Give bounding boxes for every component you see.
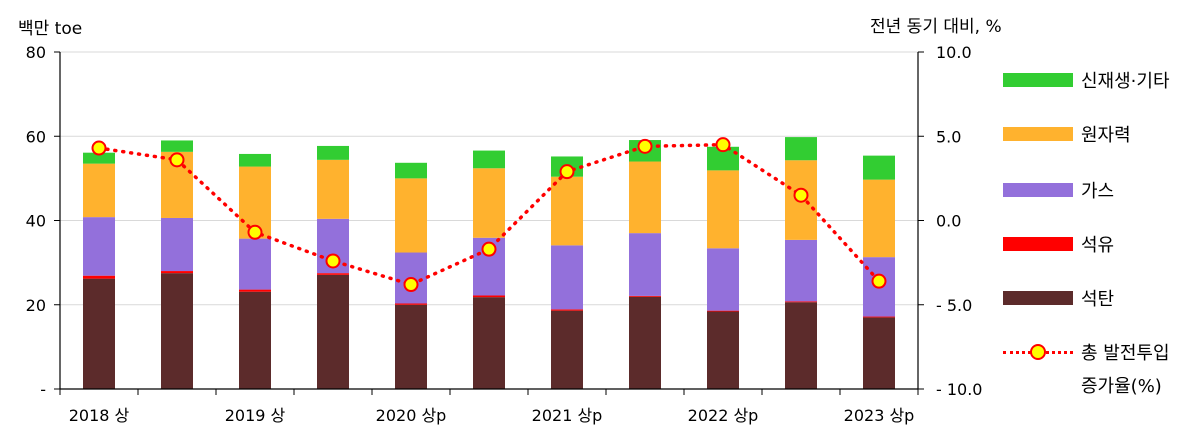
legend-label-growth-line2: 증가율(%) bbox=[1081, 376, 1162, 397]
bar-segment-0-2 bbox=[239, 291, 271, 389]
bar-segment-2-2 bbox=[239, 238, 271, 290]
bar-segment-2-1 bbox=[161, 217, 193, 272]
legend-swatch-coal bbox=[1003, 291, 1073, 305]
bar-segment-3-8 bbox=[707, 170, 739, 249]
legend-label-renewables: 신재생·기타 bbox=[1081, 71, 1170, 92]
y-left-tick-label-1: 20 bbox=[26, 296, 46, 315]
bar-segment-4-2 bbox=[239, 153, 271, 167]
bar-segment-2-9 bbox=[785, 239, 817, 302]
bar-segment-0-3 bbox=[317, 274, 349, 389]
bar-segment-3-3 bbox=[317, 159, 349, 219]
legend-item-coal: 석탄 bbox=[1003, 288, 1115, 310]
legend-label-oil: 석유 bbox=[1081, 235, 1115, 256]
bar-segment-1-9 bbox=[785, 301, 817, 303]
y-left-tick-label-4: 80 bbox=[26, 43, 46, 62]
y-right-tick-label-4: 10.0 bbox=[936, 43, 972, 62]
bar-segment-1-3 bbox=[317, 273, 349, 275]
bar-segment-3-0 bbox=[83, 163, 115, 218]
y-left-axis-title: 백만 toe bbox=[18, 19, 83, 39]
bar-segment-2-0 bbox=[83, 217, 115, 276]
legend-label-growth-line1: 총 발전투입 bbox=[1081, 343, 1170, 364]
legend-swatch-gas bbox=[1003, 183, 1073, 197]
bar-segment-3-10 bbox=[863, 179, 895, 258]
legend-label-gas: 가스 bbox=[1081, 181, 1115, 202]
legend-item-nuclear: 원자력 bbox=[1003, 124, 1131, 146]
growth-point-1 bbox=[169, 152, 185, 168]
legend-swatch-nuclear bbox=[1003, 127, 1073, 141]
bar-segment-3-4 bbox=[395, 178, 427, 253]
y-right-axis-title: 전년 동기 대비, % bbox=[870, 17, 1002, 37]
growth-point-9 bbox=[793, 187, 809, 203]
legend-swatch-oil bbox=[1003, 237, 1073, 251]
bar-segment-0-10 bbox=[863, 317, 895, 389]
bar-segment-0-4 bbox=[395, 304, 427, 389]
x-tick-label-8: 2022 상p bbox=[688, 406, 759, 425]
bar-segment-1-4 bbox=[395, 303, 427, 305]
bar-segment-1-5 bbox=[473, 295, 505, 298]
bar-segment-4-0 bbox=[83, 152, 115, 164]
growth-point-6 bbox=[559, 164, 575, 180]
y-right-tick-label-2: 0.0 bbox=[936, 212, 961, 231]
growth-point-5 bbox=[481, 241, 497, 257]
y-right-tick-label-0: - 10.0 bbox=[936, 380, 982, 399]
legend-swatch-renewables bbox=[1003, 73, 1073, 87]
y-right-tick-label-3: 5.0 bbox=[936, 127, 961, 146]
x-tick-label-2: 2019 상 bbox=[225, 406, 286, 425]
legend-item-oil: 석유 bbox=[1003, 234, 1115, 256]
bar-segment-1-10 bbox=[863, 316, 895, 318]
bar-segment-4-9 bbox=[785, 137, 817, 161]
bar-segment-4-3 bbox=[317, 145, 349, 160]
growth-point-3 bbox=[325, 253, 341, 269]
bar-segment-2-6 bbox=[551, 245, 583, 310]
bar-segment-4-10 bbox=[863, 155, 895, 180]
legend-circle-marker-icon bbox=[1030, 344, 1046, 360]
growth-point-10 bbox=[871, 273, 887, 289]
y-left-tick-label-2: 40 bbox=[26, 212, 46, 231]
bar-segment-0-5 bbox=[473, 297, 505, 389]
bar-segment-3-6 bbox=[551, 176, 583, 246]
bar-segment-0-7 bbox=[629, 296, 661, 389]
bar-segment-2-7 bbox=[629, 233, 661, 296]
bar-segment-1-1 bbox=[161, 271, 193, 274]
growth-point-4 bbox=[403, 277, 419, 293]
legend-item-renewables: 신재생·기타 bbox=[1003, 70, 1170, 92]
bar-segment-0-9 bbox=[785, 302, 817, 389]
legend-item-gas: 가스 bbox=[1003, 180, 1115, 202]
bar-segment-4-1 bbox=[161, 140, 193, 152]
bar-segment-4-4 bbox=[395, 162, 427, 179]
bar-segment-4-8 bbox=[707, 146, 739, 171]
growth-point-7 bbox=[637, 138, 653, 154]
bar-segment-1-2 bbox=[239, 289, 271, 292]
bar-segment-1-6 bbox=[551, 309, 583, 311]
legend-line-symbol bbox=[1003, 342, 1073, 362]
bar-segment-0-6 bbox=[551, 310, 583, 389]
bar-segment-3-5 bbox=[473, 168, 505, 238]
growth-line bbox=[97, 142, 881, 287]
bar-segment-0-1 bbox=[161, 273, 193, 389]
bar-segment-1-0 bbox=[83, 275, 115, 279]
bar-segment-3-7 bbox=[629, 161, 661, 234]
growth-point-2 bbox=[247, 224, 263, 240]
legend-label-nuclear: 원자력 bbox=[1081, 125, 1131, 146]
bar-segment-4-5 bbox=[473, 150, 505, 169]
bar-segment-0-0 bbox=[83, 278, 115, 389]
y-right-tick-label-1: - 5.0 bbox=[936, 296, 972, 315]
bar-segment-0-8 bbox=[707, 311, 739, 389]
y-left-tick-label-0: - bbox=[40, 380, 46, 399]
x-tick-label-0: 2018 상 bbox=[69, 406, 130, 425]
bar-segment-2-8 bbox=[707, 248, 739, 311]
x-tick-label-6: 2021 상p bbox=[532, 406, 603, 425]
x-tick-label-10: 2023 상p bbox=[844, 406, 915, 425]
x-tick-label-4: 2020 상p bbox=[376, 406, 447, 425]
bar-segment-1-8 bbox=[707, 310, 739, 312]
bar-segment-1-7 bbox=[629, 295, 661, 297]
y-left-tick-label-3: 60 bbox=[26, 127, 46, 146]
legend-item-growth-line: 총 발전투입 bbox=[1003, 342, 1170, 364]
growth-point-8 bbox=[715, 137, 731, 153]
legend-label-coal: 석탄 bbox=[1081, 289, 1115, 310]
growth-point-0 bbox=[91, 140, 107, 156]
